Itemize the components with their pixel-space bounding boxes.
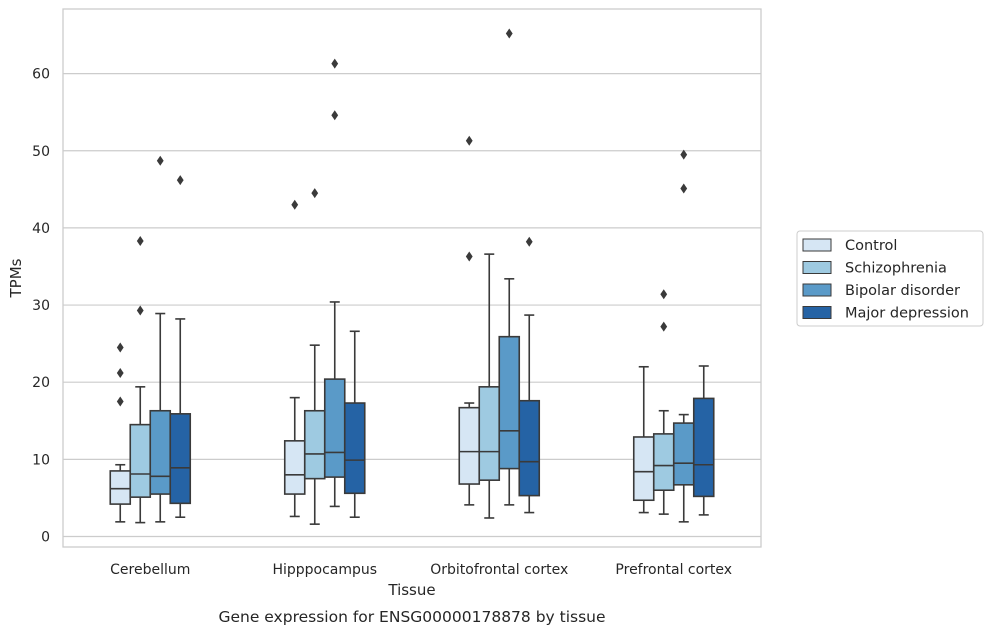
outlier-point bbox=[465, 135, 473, 146]
outlier-point bbox=[525, 236, 533, 247]
x-tick-label: Cerebellum bbox=[110, 562, 190, 578]
box-iqr bbox=[672, 422, 695, 486]
box bbox=[303, 188, 326, 525]
x-tick-label: Hipppocampus bbox=[272, 562, 377, 578]
outlier-point bbox=[331, 58, 339, 69]
box bbox=[518, 236, 541, 514]
box-iqr bbox=[632, 436, 655, 502]
y-tick-label: 0 bbox=[41, 530, 50, 546]
y-tick-label: 30 bbox=[32, 298, 50, 314]
legend-swatch bbox=[802, 238, 832, 252]
legend-item: Bipolar disorder bbox=[802, 283, 960, 299]
outlier-point bbox=[116, 396, 124, 407]
box-iqr bbox=[478, 386, 501, 481]
outlier-point bbox=[176, 175, 184, 186]
y-tick-label: 20 bbox=[32, 375, 50, 391]
box bbox=[149, 155, 172, 523]
legend-label: Bipolar disorder bbox=[845, 283, 960, 299]
box bbox=[692, 365, 715, 516]
y-tick-label: 60 bbox=[32, 67, 50, 83]
y-tick-label: 10 bbox=[32, 452, 50, 468]
legend-frame bbox=[796, 230, 984, 327]
series-group bbox=[109, 135, 655, 523]
y-tick-label: 50 bbox=[32, 144, 50, 160]
box bbox=[498, 28, 521, 506]
box-iqr bbox=[652, 433, 675, 492]
outlier-point bbox=[660, 321, 668, 332]
y-axis-label: TPMs bbox=[7, 258, 25, 298]
outlier-point bbox=[680, 149, 688, 160]
outlier-point bbox=[311, 188, 319, 199]
box bbox=[169, 175, 192, 519]
box-iqr bbox=[518, 399, 541, 497]
box bbox=[129, 236, 152, 524]
box-iqr bbox=[458, 406, 481, 485]
plot-frame bbox=[62, 8, 762, 548]
legend-swatch bbox=[802, 261, 832, 274]
outlier-point bbox=[680, 183, 688, 194]
box-iqr bbox=[323, 378, 346, 478]
outlier-point bbox=[136, 236, 144, 247]
outlier-point bbox=[660, 289, 668, 300]
outlier-point bbox=[331, 110, 339, 121]
box-plot-series bbox=[109, 28, 715, 525]
legend-item: Schizophrenia bbox=[802, 261, 947, 277]
y-tick-label: 40 bbox=[32, 221, 50, 237]
box-iqr bbox=[498, 335, 521, 470]
legend-item: Control bbox=[802, 238, 897, 254]
box-iqr bbox=[303, 409, 326, 480]
outlier-point bbox=[116, 367, 124, 378]
box bbox=[632, 365, 655, 514]
series-group bbox=[169, 175, 715, 519]
x-axis-label: Tissue bbox=[387, 581, 435, 599]
box bbox=[343, 330, 366, 519]
y-tick-labels: 0 10 20 30 40 50 60 bbox=[32, 67, 50, 546]
figure-caption: Gene expression for ENSG00000178878 by t… bbox=[218, 608, 605, 626]
x-tick-label: Orbitofrontal cortex bbox=[430, 562, 568, 578]
box-iqr bbox=[129, 423, 152, 498]
x-tick-label: Prefrontal cortex bbox=[615, 562, 732, 578]
box-iqr bbox=[692, 397, 715, 498]
legend: Control Schizophrenia Bipolar disorder Majo… bbox=[796, 230, 984, 327]
legend-swatch bbox=[802, 283, 832, 297]
outlier-point bbox=[156, 155, 164, 166]
outlier-point bbox=[116, 342, 124, 353]
outlier-point bbox=[291, 199, 299, 210]
outlier-point bbox=[465, 251, 473, 262]
box bbox=[109, 342, 132, 523]
box-iqr bbox=[149, 409, 172, 495]
legend-label: Control bbox=[845, 238, 897, 254]
x-tick-labels: Cerebellum Hipppocampus Orbitofrontal cort… bbox=[110, 562, 732, 578]
series-group bbox=[129, 188, 675, 525]
box-iqr bbox=[343, 402, 366, 495]
box-iqr bbox=[109, 470, 132, 505]
box-iqr bbox=[169, 413, 192, 505]
legend-item: Major depression bbox=[802, 306, 969, 322]
legend-swatch bbox=[802, 306, 832, 319]
box bbox=[283, 199, 306, 518]
series-group bbox=[149, 28, 695, 523]
legend-label: Major depression bbox=[845, 306, 969, 322]
outlier-point bbox=[136, 305, 144, 316]
legend-label: Schizophrenia bbox=[845, 261, 947, 277]
outlier-point bbox=[505, 28, 513, 39]
box-iqr bbox=[283, 440, 306, 495]
